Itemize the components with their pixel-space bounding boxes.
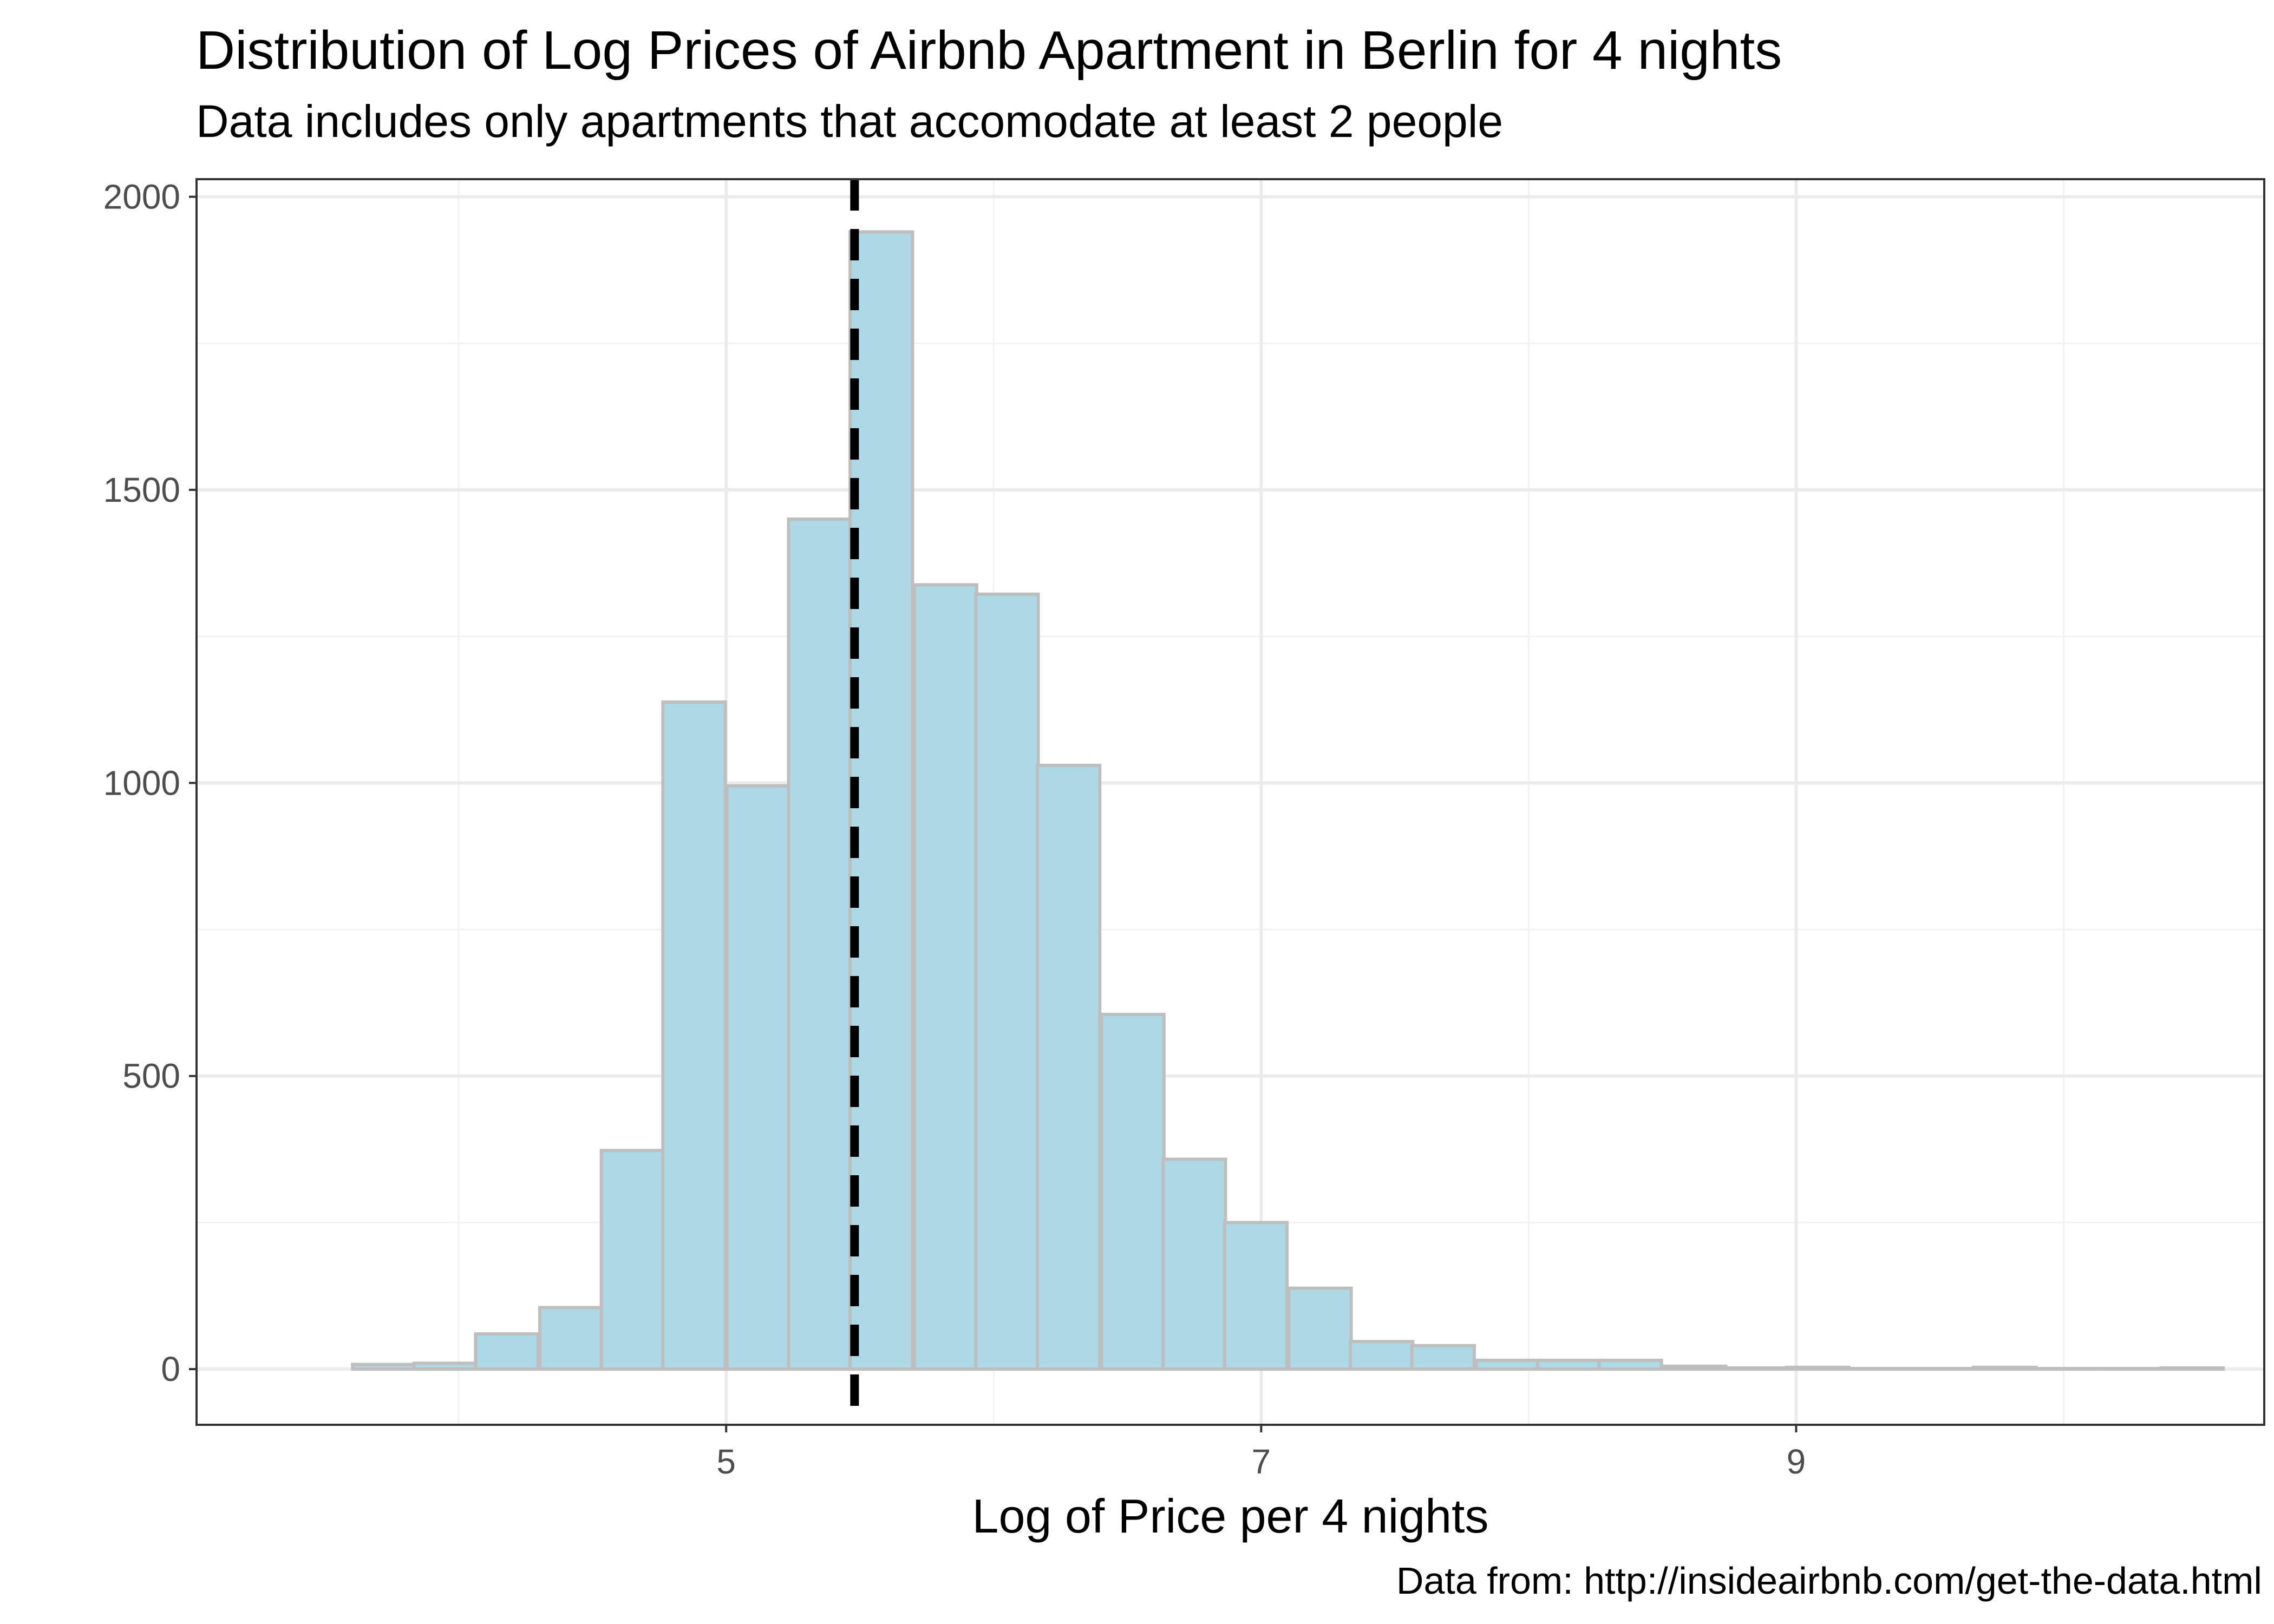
histogram-bar [974,592,1040,1371]
grid-lines [197,179,2264,1425]
x-tick-label: 7 [1252,1442,1271,1481]
histogram-bar [474,1332,540,1371]
histogram-bar [2036,1367,2102,1371]
x-tick-label: 9 [1787,1442,1806,1481]
x-tick-label: 5 [716,1442,736,1481]
histogram-bar [1100,1013,1166,1371]
histogram-bar [848,230,914,1371]
plot-panel [197,179,2264,1425]
histogram-bar [538,1306,604,1371]
x-axis-label: Log of Price per 4 nights [972,1489,1489,1543]
histogram-bar [1287,1286,1353,1371]
histogram-bar [1597,1358,1663,1371]
histogram-bar [661,700,727,1371]
histogram-bar [787,518,853,1371]
histogram-bar [1535,1358,1602,1371]
axes: 0 500 1000 1500 2000 5 7 9 [103,177,2265,1481]
histogram-bars [351,230,2225,1371]
histogram-bar [2159,1366,2225,1371]
histogram-bar [1662,1364,1728,1371]
histogram-bar [2097,1367,2164,1371]
histogram-bar [1349,1340,1415,1371]
chart-caption: Data from: http://insideairbnb.com/get-t… [1396,1560,2262,1602]
histogram-bar [1161,1157,1227,1371]
histogram-bar [1035,763,1102,1371]
histogram-bar [1848,1367,1915,1371]
histogram-bar [599,1149,665,1371]
histogram-bar [1972,1365,2038,1371]
histogram-bar [725,784,792,1371]
histogram-bar [1410,1344,1476,1371]
histogram-bar [1785,1365,1851,1371]
y-tick-label: 1500 [103,470,180,509]
y-tick-label: 2000 [103,177,180,216]
histogram-bar [1723,1366,1789,1371]
chart-title: Distribution of Log Prices of Airbnb Apa… [196,20,1782,81]
histogram-bar [912,583,978,1371]
histogram-bar [1223,1221,1289,1371]
y-tick-label: 1000 [103,763,180,802]
histogram-bar [351,1363,417,1371]
chart-subtitle: Data includes only apartments that accom… [196,96,1504,147]
y-tick-label: 500 [122,1057,180,1096]
histogram-bar [1910,1367,1976,1371]
y-tick-label: 0 [161,1350,180,1389]
histogram-bar [412,1361,479,1371]
panel-border [195,178,2265,1426]
histogram-bar [1474,1358,1540,1371]
